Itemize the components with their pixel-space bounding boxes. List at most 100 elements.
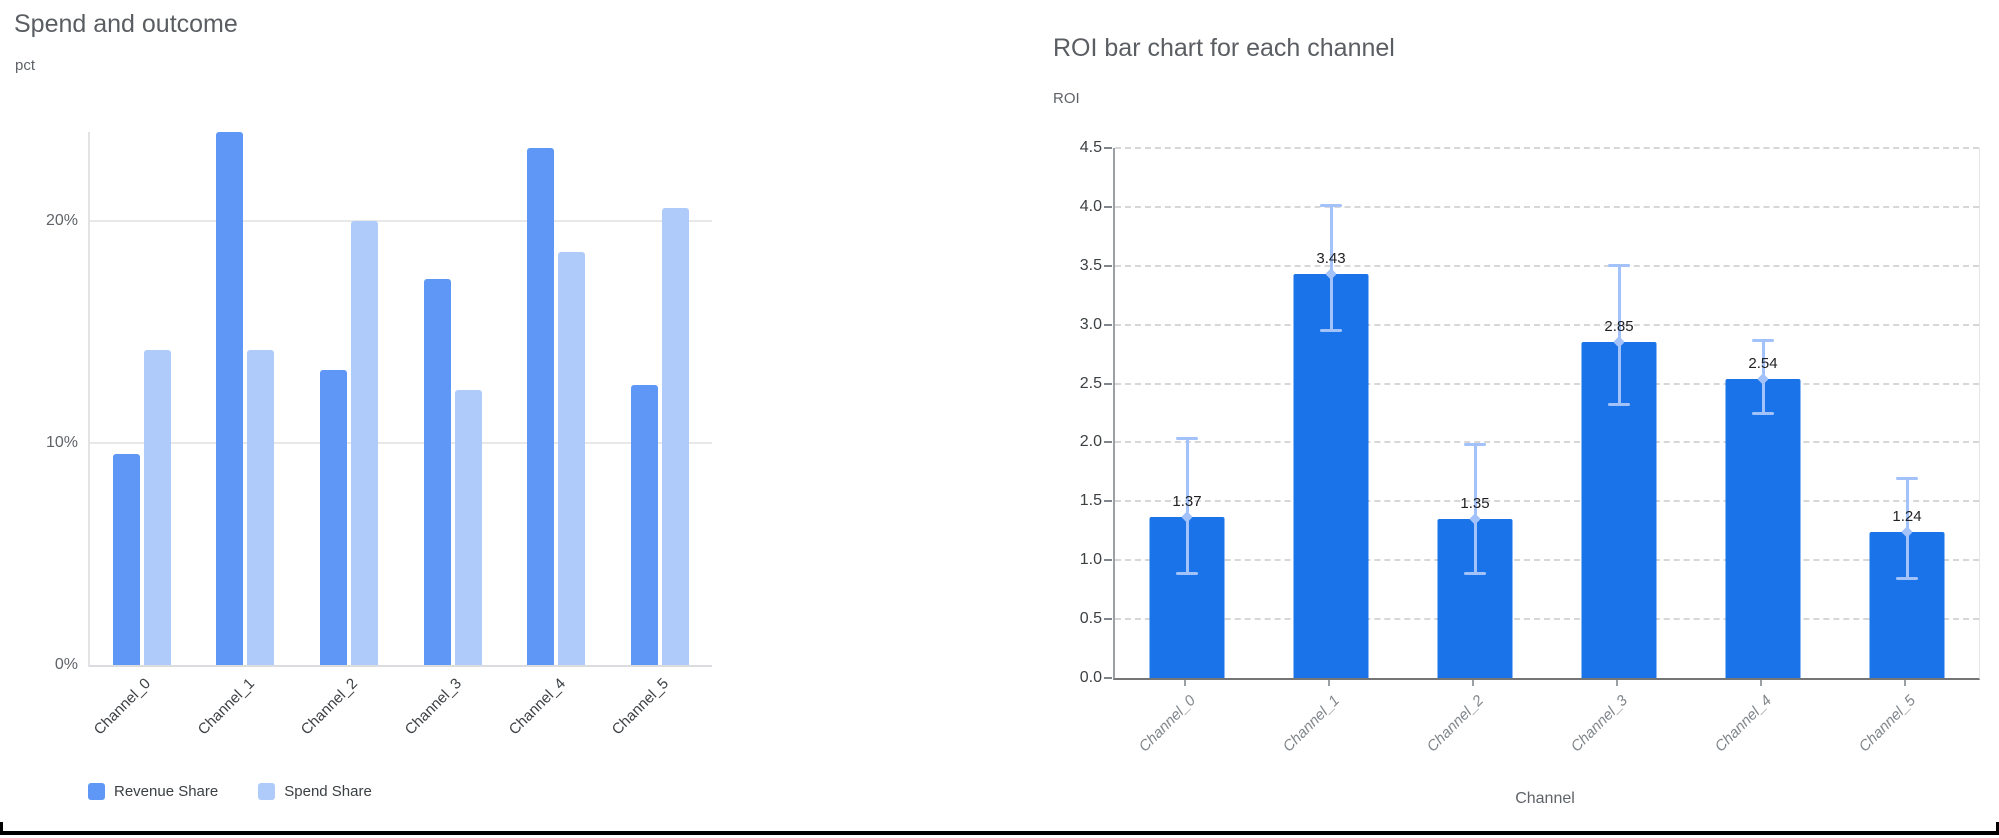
legend-swatch [258, 783, 276, 800]
y-tick-label: 2.0 [1079, 433, 1102, 451]
x-tick-mark [1760, 680, 1762, 686]
chart-title: Spend and outcome [14, 10, 238, 38]
error-bar-cap-bottom [1464, 572, 1486, 576]
y-tick-mark [1104, 559, 1112, 562]
bar-group [194, 132, 298, 665]
bar-group: 1.35 [1403, 148, 1547, 678]
legend-swatch [88, 783, 105, 800]
gridline [1115, 205, 1979, 208]
gridline [1115, 323, 1979, 326]
y-tick-label: 20% [45, 211, 78, 229]
y-tick-label: 0.5 [1079, 610, 1102, 628]
gridline [1115, 618, 1979, 621]
bar-spend-share [143, 349, 171, 665]
bar-group [608, 132, 712, 665]
error-bar [1329, 204, 1333, 331]
error-bar [1185, 437, 1189, 575]
bar-group: 1.37 [1115, 148, 1259, 678]
gridline [90, 441, 712, 444]
error-bar-cap-bottom [1176, 572, 1198, 576]
error-bar-cap-top [1176, 436, 1198, 440]
y-tick-label: 1.0 [1079, 551, 1102, 569]
bar-group [90, 132, 194, 665]
gridline [1115, 441, 1979, 444]
error-bar-cap-bottom [1608, 402, 1630, 406]
legend: Revenue Share Spend Share [88, 783, 372, 800]
bar-revenue-share [631, 385, 659, 665]
gridline [1115, 382, 1979, 385]
gridline [90, 219, 712, 222]
bar-spend-share [247, 349, 275, 665]
window-border-right-corner [1996, 822, 1999, 835]
bar-roi [1293, 274, 1369, 678]
chart-title: ROI bar chart for each channel [1053, 34, 1395, 62]
y-axis-unit-label: ROI [1053, 90, 1080, 107]
error-bar-cap-top [1464, 442, 1486, 446]
error-bar-cap-top [1752, 338, 1774, 342]
bar-group: 2.85 [1547, 148, 1691, 678]
y-tick-mark [1104, 205, 1112, 208]
gridline [1115, 147, 1979, 149]
y-tick-label: 2.5 [1079, 374, 1102, 392]
error-bar [1617, 264, 1621, 405]
legend-item-revenue-share: Revenue Share [88, 783, 218, 800]
bar-revenue-share [112, 454, 140, 665]
y-tick-label: 4.5 [1079, 139, 1102, 156]
y-tick-label: 10% [45, 433, 78, 451]
y-tick-mark [1104, 441, 1112, 444]
y-tick-label: 3.5 [1079, 256, 1102, 274]
gridline [1115, 264, 1979, 267]
y-axis-unit-label: pct [15, 57, 36, 74]
bar-group [297, 132, 401, 665]
bar-spend-share [351, 220, 379, 665]
y-tick-mark [1104, 618, 1112, 621]
bar-value-label: 3.43 [1316, 250, 1346, 268]
y-tick-label: 1.5 [1079, 492, 1102, 510]
y-tick-mark [1104, 500, 1112, 503]
plot-area: 1.37 3.43 1.35 2.85 2.54 1.24 [1113, 147, 1980, 680]
y-tick-label: 0.0 [1079, 669, 1102, 686]
gridline [1115, 500, 1979, 503]
bar-roi [1725, 378, 1801, 678]
x-tick-mark [1904, 680, 1906, 686]
y-tick-mark [1104, 382, 1112, 385]
bar-group: 3.43 [1259, 148, 1403, 678]
window-border [0, 831, 1999, 835]
x-axis-title: Channel [1515, 790, 1575, 807]
error-bar-cap-bottom [1896, 577, 1918, 581]
y-tick-mark [1104, 677, 1112, 679]
bar-value-label: 2.85 [1604, 318, 1634, 336]
y-tick-label: 4.0 [1079, 197, 1102, 215]
legend-label: Spend Share [284, 783, 372, 800]
bar-value-label: 2.54 [1748, 354, 1778, 372]
bar-value-label: 1.37 [1172, 492, 1202, 510]
window-border-left-corner [0, 822, 3, 835]
error-bar-cap-top [1608, 263, 1630, 267]
x-tick-mark [1328, 680, 1330, 686]
y-tick-mark [1104, 147, 1112, 149]
bar-revenue-share [527, 147, 555, 665]
bar-spend-share [662, 207, 690, 665]
y-tick-mark [1104, 264, 1112, 267]
legend-label: Revenue Share [114, 783, 219, 800]
x-tick-mark [1184, 680, 1186, 686]
gridline [1115, 559, 1979, 562]
y-tick-mark [1104, 323, 1112, 326]
plot-area [88, 132, 712, 667]
bar-revenue-share [320, 369, 348, 665]
bar-revenue-share [216, 132, 244, 665]
bar-value-label: 1.24 [1892, 507, 1922, 525]
legend-item-spend-share: Spend Share [258, 783, 372, 800]
y-tick-label: 3.0 [1079, 315, 1102, 333]
error-bar-cap-top [1896, 476, 1918, 480]
bar-group: 1.24 [1835, 148, 1979, 678]
bar-value-label: 1.35 [1460, 495, 1490, 512]
error-bar [1473, 443, 1477, 575]
error-bar-cap-top [1320, 203, 1342, 207]
bar-group [505, 132, 609, 665]
bar-revenue-share [423, 278, 451, 665]
x-tick-mark [1616, 680, 1618, 686]
